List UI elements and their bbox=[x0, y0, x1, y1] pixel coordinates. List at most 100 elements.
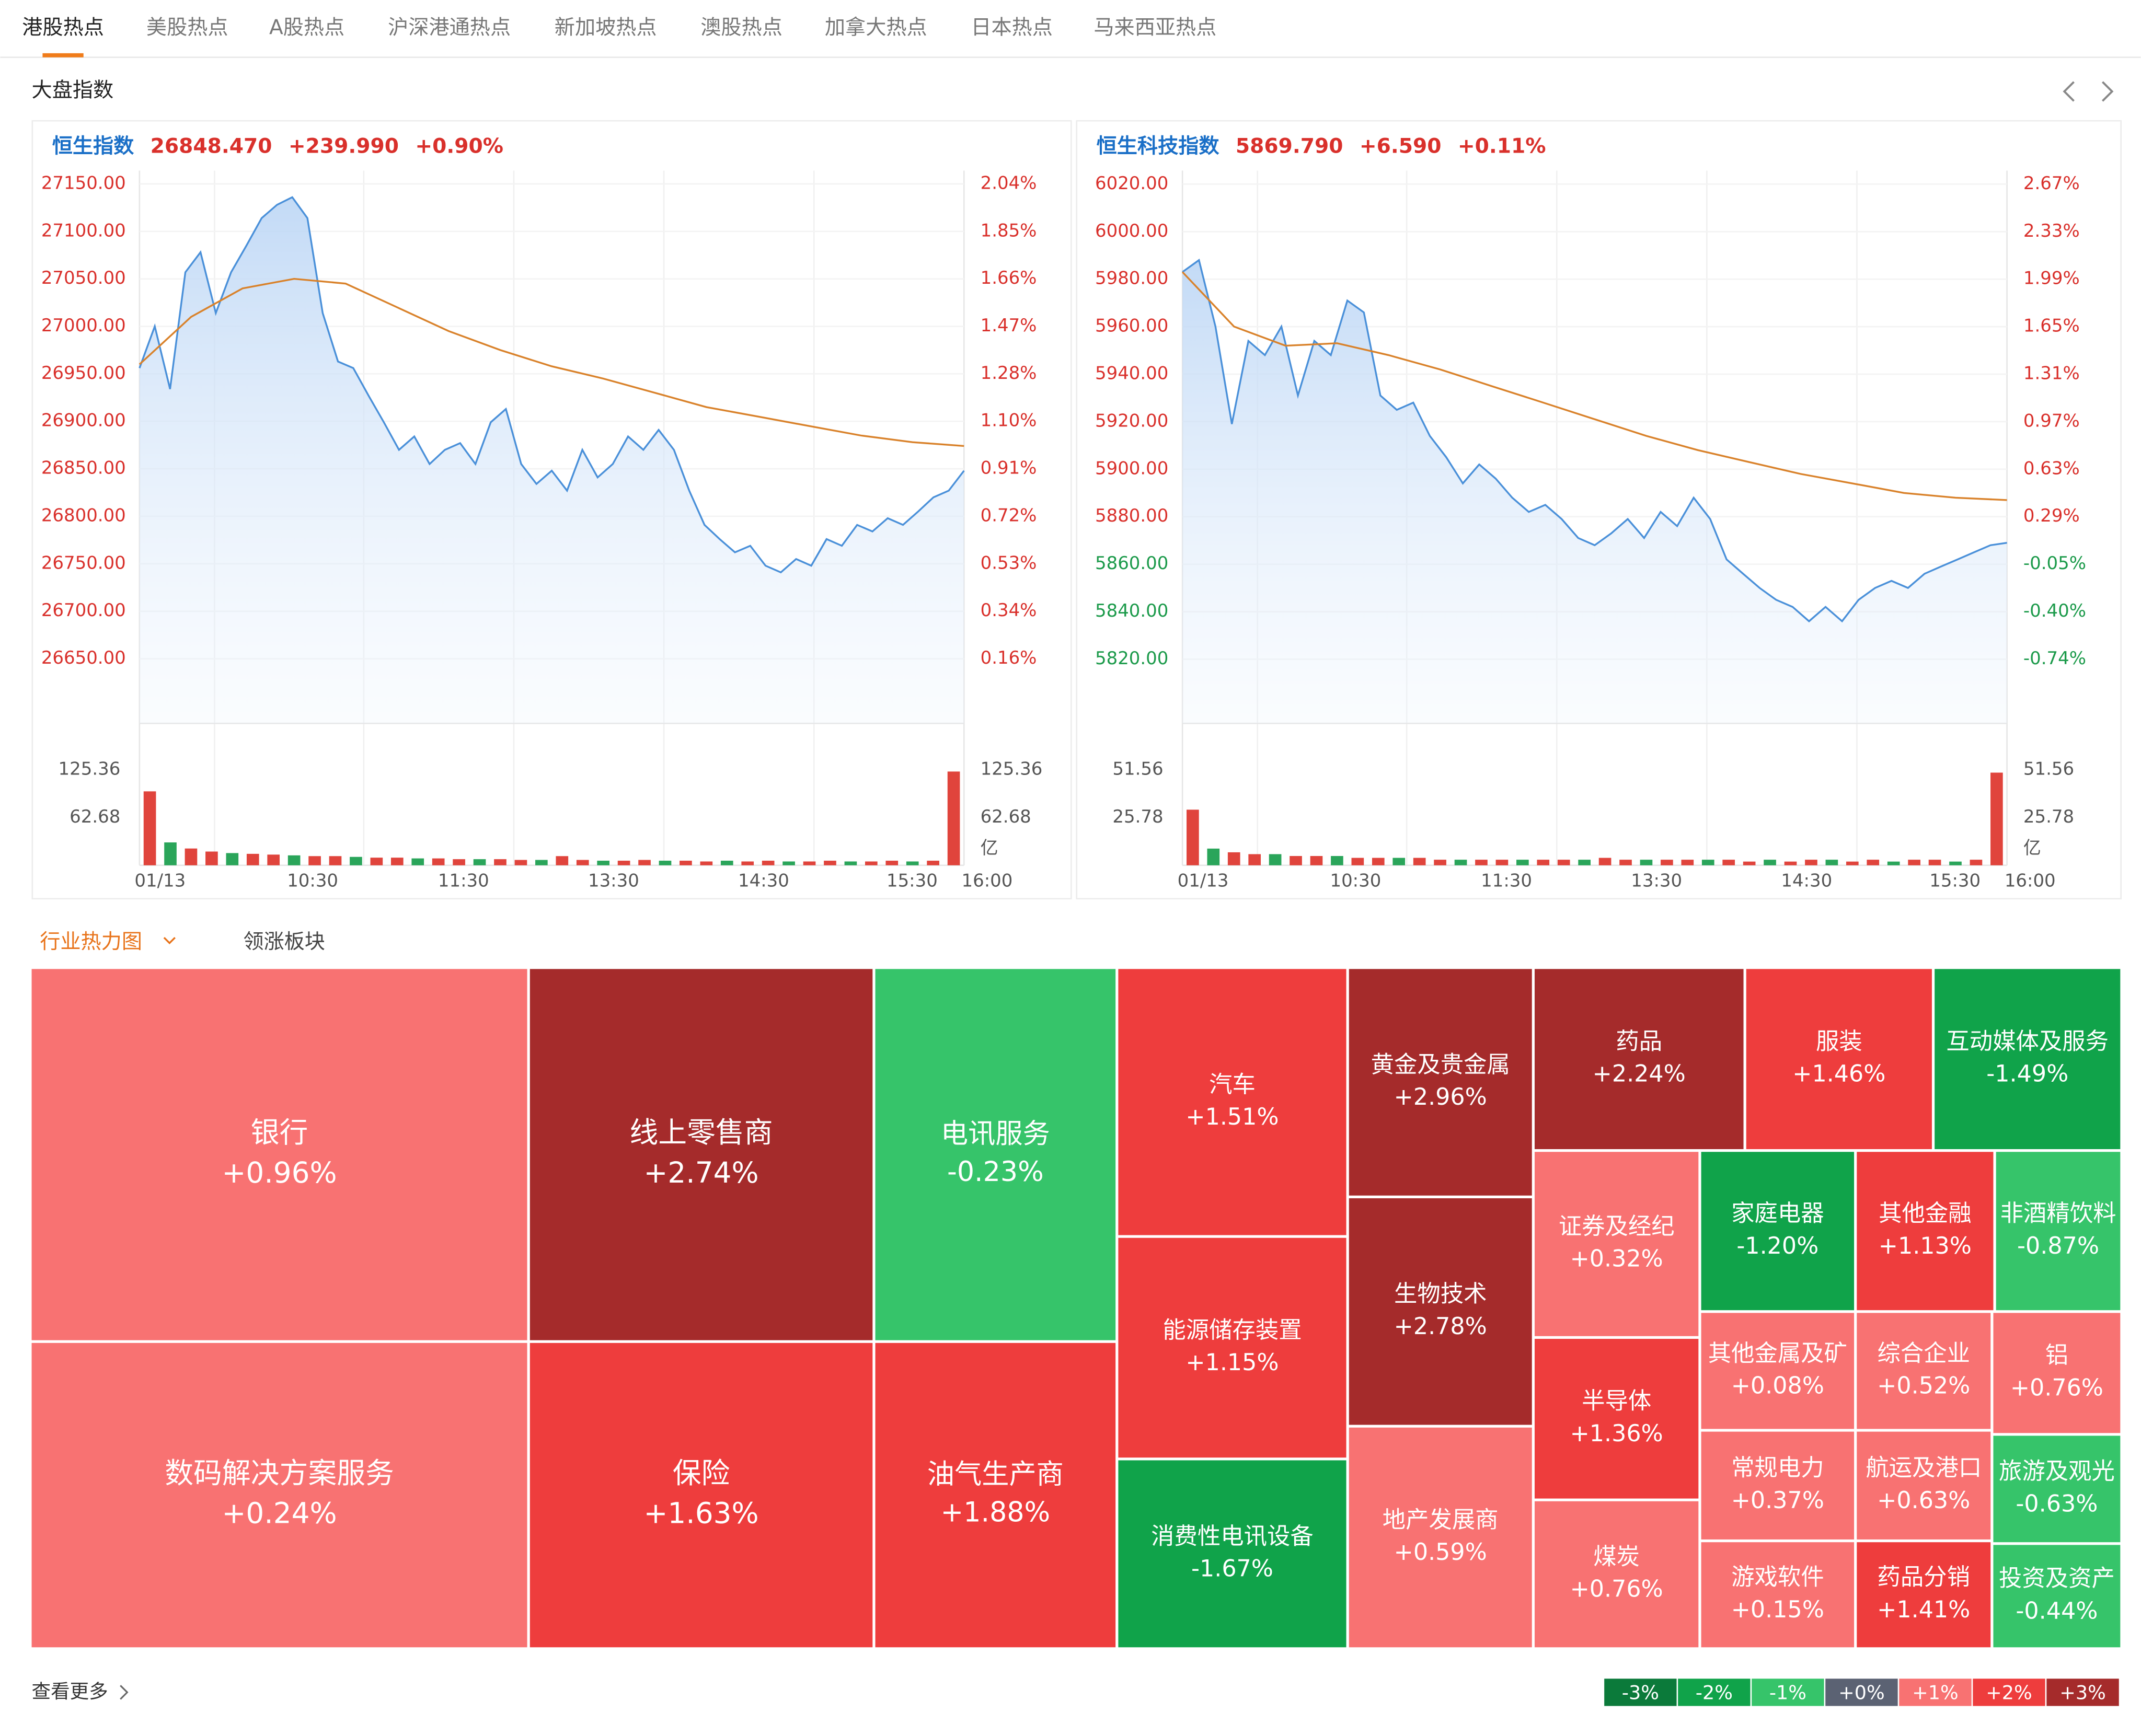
volume-bar bbox=[1970, 860, 1983, 865]
tile-pct: +1.51% bbox=[1185, 1104, 1279, 1130]
more-chevron[interactable] bbox=[120, 1685, 129, 1700]
y2-tick-label: -0.05% bbox=[2023, 553, 2086, 574]
volume-bar bbox=[1516, 860, 1529, 865]
tile-name: 其他金属及矿 bbox=[1708, 1340, 1847, 1367]
x-tick-label: 10:30 bbox=[287, 871, 338, 892]
market-tab[interactable]: 沪深港通热点 bbox=[388, 16, 511, 39]
heatmap-tile[interactable] bbox=[31, 969, 527, 1340]
volume-bar bbox=[1290, 856, 1302, 865]
market-tab[interactable]: 新加坡热点 bbox=[555, 16, 657, 39]
heatmap-tile[interactable] bbox=[1349, 969, 1532, 1196]
tile-name: 航运及港口 bbox=[1866, 1455, 1982, 1482]
heatmap-tile[interactable] bbox=[1935, 969, 2121, 1149]
volume-bar bbox=[1949, 861, 1962, 865]
heatmap-tile[interactable] bbox=[1118, 969, 1346, 1235]
index-name: 恒生科技指数 bbox=[1097, 135, 1220, 158]
legend-label: +3% bbox=[2059, 1682, 2106, 1704]
volume-bar bbox=[226, 853, 239, 865]
index-price: 5869.790 bbox=[1236, 135, 1343, 158]
tile-pct: +0.52% bbox=[1877, 1372, 1970, 1399]
heatmap-tile[interactable] bbox=[1857, 1152, 1994, 1311]
dropdown-chevron[interactable] bbox=[163, 936, 176, 945]
heatmap-tile[interactable] bbox=[1534, 1152, 1699, 1336]
y2-tick-label: 1.10% bbox=[981, 410, 1037, 431]
tile-pct: +1.13% bbox=[1879, 1233, 1972, 1259]
heatmap-tile[interactable] bbox=[1993, 1545, 2121, 1648]
legend-swatch bbox=[1752, 1679, 1824, 1706]
heatmap-tile[interactable] bbox=[1534, 969, 1744, 1149]
market-tab[interactable]: 澳股热点 bbox=[700, 16, 782, 39]
volume-bar bbox=[473, 859, 486, 865]
heatmap-tile[interactable] bbox=[875, 969, 1116, 1340]
volume-bar bbox=[1578, 860, 1591, 865]
heatmap-tile[interactable] bbox=[1118, 1237, 1346, 1458]
x-tick-label: 13:30 bbox=[1631, 871, 1682, 892]
tile-name: 油气生产商 bbox=[927, 1459, 1064, 1490]
heatmap-tile[interactable] bbox=[1857, 1313, 1991, 1429]
volume-bar bbox=[700, 861, 713, 865]
price-line bbox=[139, 196, 965, 574]
volume-tick-label: 62.68 bbox=[981, 806, 1031, 827]
tile-pct: +0.63% bbox=[1877, 1487, 1970, 1514]
volume-bar bbox=[597, 861, 609, 865]
volume-bar bbox=[1701, 860, 1714, 865]
heatmap-tile[interactable] bbox=[1701, 1313, 1855, 1429]
heatmap-tile[interactable] bbox=[530, 1342, 873, 1648]
next-arrow[interactable] bbox=[2102, 81, 2114, 102]
heatmap-tile[interactable] bbox=[1993, 1436, 2121, 1543]
market-tab[interactable]: A股热点 bbox=[269, 16, 344, 39]
heatmap-tile[interactable] bbox=[1701, 1152, 1855, 1311]
volume-bar bbox=[1454, 860, 1467, 865]
legend-label: +1% bbox=[1912, 1682, 1959, 1704]
volume-bar bbox=[1661, 860, 1673, 865]
tile-name: 生物技术 bbox=[1394, 1281, 1487, 1307]
market-tab[interactable]: 日本热点 bbox=[971, 16, 1053, 39]
tile-pct: +0.96% bbox=[222, 1156, 337, 1189]
volume-bar bbox=[680, 861, 692, 865]
heatmap-tile[interactable] bbox=[1701, 1542, 1855, 1648]
market-tab[interactable]: 加拿大热点 bbox=[825, 16, 927, 39]
tile-name: 消费性电讯设备 bbox=[1151, 1523, 1314, 1549]
tile-name: 服装 bbox=[1816, 1028, 1862, 1055]
volume-bar bbox=[1928, 860, 1941, 865]
heatmap-tile[interactable] bbox=[1349, 1198, 1532, 1425]
volume-bar bbox=[514, 860, 527, 865]
x-tick-label: 11:30 bbox=[1481, 871, 1532, 892]
heatmap-tile[interactable] bbox=[875, 1342, 1116, 1648]
volume-tick-label: 25.78 bbox=[2023, 806, 2074, 827]
volume-tick-label: 125.36 bbox=[981, 758, 1043, 779]
heatmap-tile[interactable] bbox=[1857, 1542, 1991, 1648]
more-link[interactable]: 查看更多 bbox=[32, 1680, 108, 1703]
y2-tick-label: 1.65% bbox=[2023, 316, 2080, 337]
y2-tick-label: 1.85% bbox=[981, 220, 1037, 241]
volume-bar bbox=[803, 861, 816, 865]
heatmap-tile[interactable] bbox=[1534, 1501, 1699, 1648]
market-tab[interactable]: 美股热点 bbox=[146, 16, 228, 39]
heatmap-tile[interactable] bbox=[1118, 1460, 1346, 1648]
tile-name: 非酒精饮料 bbox=[2000, 1200, 2116, 1227]
volume-bar bbox=[1764, 860, 1776, 865]
heatmap-tab[interactable]: 行业热力图 bbox=[40, 930, 142, 954]
volume-bar bbox=[1846, 861, 1859, 865]
heatmap-tile[interactable] bbox=[530, 969, 873, 1340]
y-tick-label: 26900.00 bbox=[41, 410, 126, 431]
tile-pct: +2.78% bbox=[1394, 1313, 1487, 1340]
heatmap-tile[interactable] bbox=[1996, 1152, 2121, 1311]
heatmap-tile[interactable] bbox=[1857, 1431, 1991, 1540]
heatmap-tile[interactable] bbox=[31, 1342, 527, 1648]
volume-bar bbox=[1887, 861, 1900, 865]
legend-swatch bbox=[1604, 1679, 1677, 1706]
heatmap-tile[interactable] bbox=[1349, 1427, 1532, 1648]
heatmap-tile[interactable] bbox=[1701, 1431, 1855, 1540]
heatmap-tab[interactable]: 领涨板块 bbox=[243, 930, 325, 954]
heatmap-tile[interactable] bbox=[1534, 1339, 1699, 1499]
legend-swatch bbox=[1973, 1679, 2045, 1706]
x-tick-label: 11:30 bbox=[438, 871, 489, 892]
volume-bar bbox=[370, 858, 383, 865]
prev-arrow[interactable] bbox=[2063, 81, 2075, 102]
heatmap-tile[interactable] bbox=[1993, 1313, 2121, 1433]
heatmap-tile[interactable] bbox=[1746, 969, 1932, 1149]
market-tab[interactable]: 港股热点 bbox=[22, 16, 104, 39]
market-tab[interactable]: 马来西亚热点 bbox=[1093, 16, 1216, 39]
y-tick-label: 6000.00 bbox=[1095, 221, 1168, 241]
